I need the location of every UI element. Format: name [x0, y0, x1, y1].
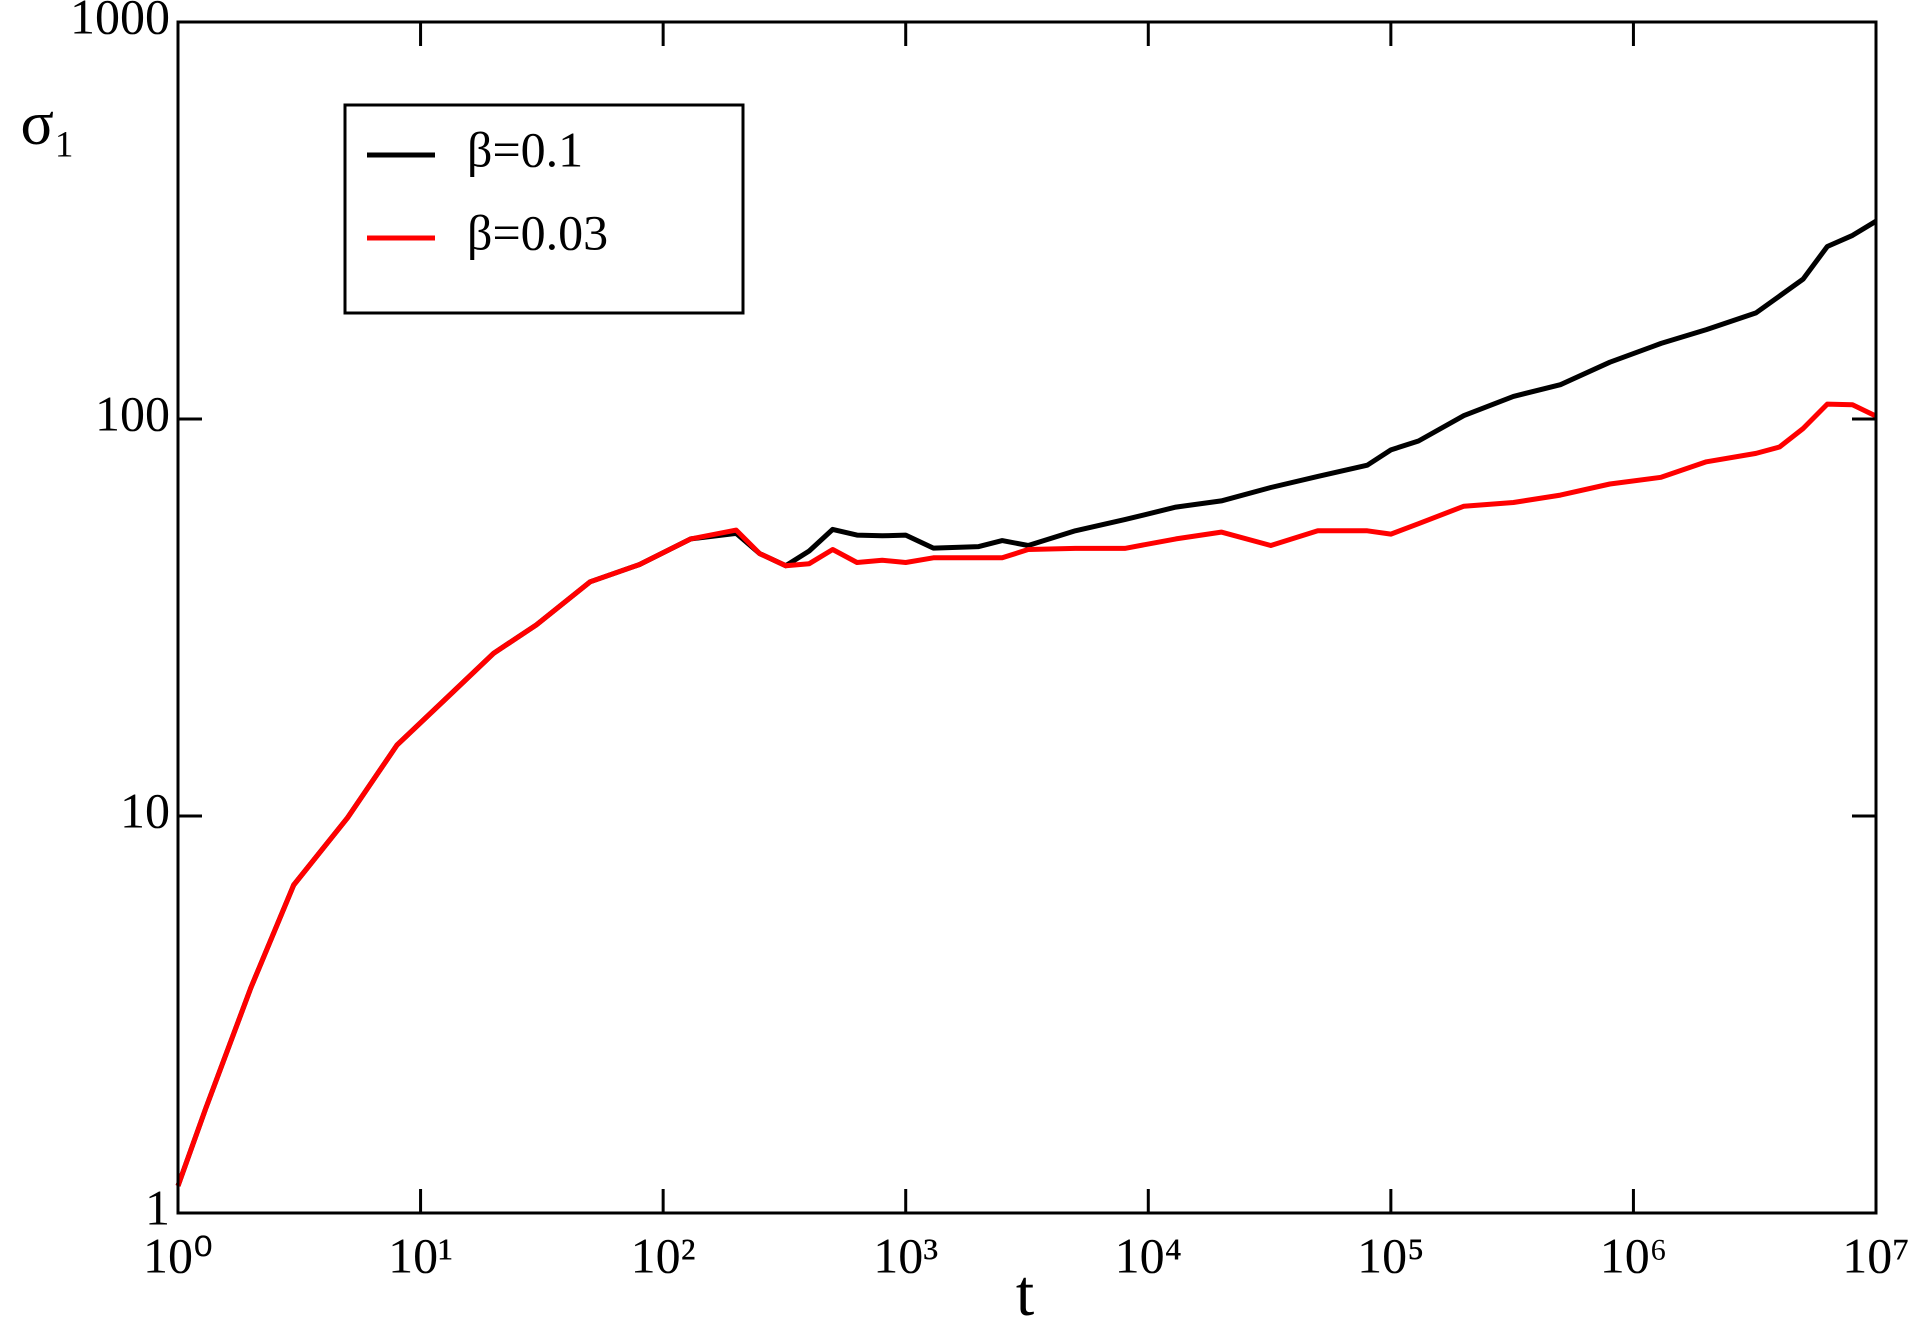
plot-frame [176, 20, 1878, 1215]
x-axis-label: t [1016, 1257, 1034, 1330]
x-tick-label: 10⁴ [1115, 1227, 1182, 1283]
legend-label: β=0.03 [467, 204, 608, 260]
data-line [175, 401, 1878, 1187]
x-tick-label: 10¹ [388, 1227, 453, 1283]
y-tick-label: 10 [120, 782, 170, 838]
data-line [175, 219, 1878, 1187]
x-tick-label: 10⁶ [1600, 1227, 1667, 1283]
legend-label: β=0.1 [467, 121, 583, 177]
y-tick-label: 1000 [70, 0, 170, 44]
y-tick-label: 1 [145, 1179, 170, 1235]
x-tick-label: 10³ [873, 1227, 938, 1283]
x-tick-label: 10⁵ [1357, 1227, 1424, 1283]
legend-box [343, 103, 745, 315]
x-tick-label: 10⁰ [143, 1227, 213, 1283]
y-axis-label: σ₁ [20, 90, 75, 158]
y-tick-label: 100 [95, 385, 170, 441]
x-tick-label: 10⁷ [1842, 1227, 1909, 1283]
x-tick-label: 10² [631, 1227, 696, 1283]
